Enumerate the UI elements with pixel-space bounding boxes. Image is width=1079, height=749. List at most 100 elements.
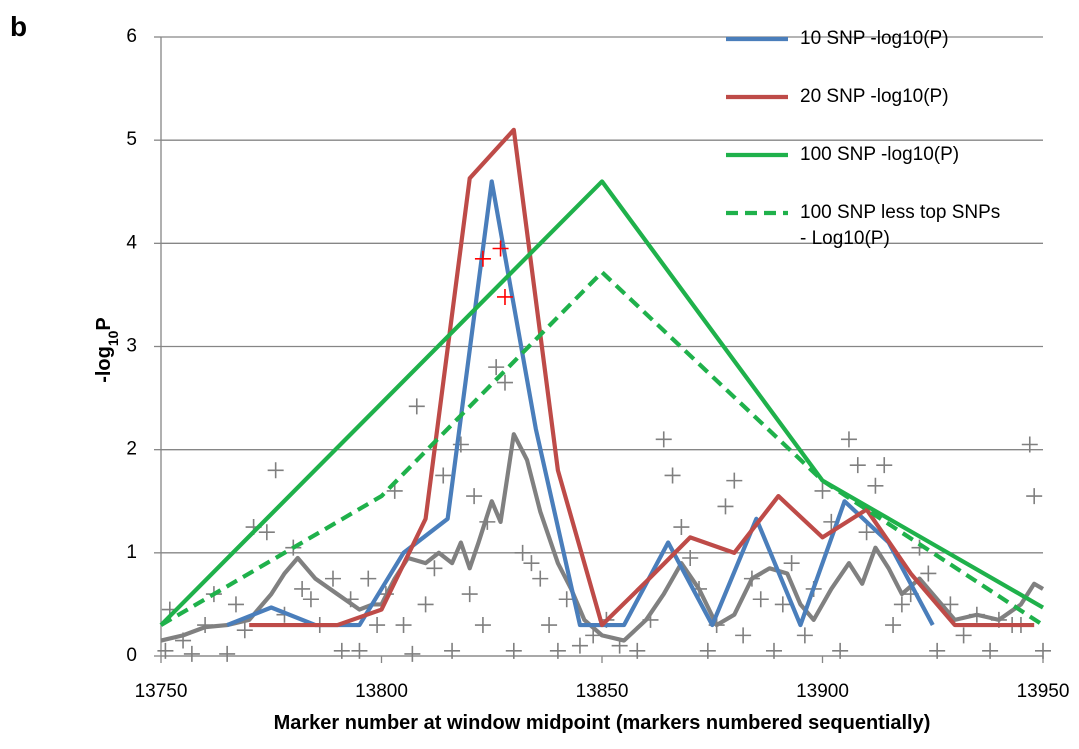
scatter-point (840, 431, 857, 448)
scatter-point (699, 642, 716, 659)
scatter-point (219, 645, 236, 662)
scatter-point (774, 596, 791, 613)
scatter-point (404, 645, 421, 662)
scatter-point (796, 627, 813, 644)
x-tick-label: 13750 (135, 681, 188, 702)
scatter-point (1026, 488, 1043, 505)
scatter-point (752, 591, 769, 608)
legend-swatch (726, 94, 788, 100)
series-line (226, 179, 935, 628)
legend-label: 100 SNP less top SNPs - Log10(P) (800, 202, 1001, 249)
scatter-point (435, 467, 452, 484)
scatter-point (673, 519, 690, 536)
scatter-point (408, 398, 425, 415)
y-axis-title-part: 10 (105, 330, 121, 346)
x-tick-label: 13900 (796, 681, 849, 702)
scatter-point (474, 250, 491, 267)
y-axis-title-part: P (93, 317, 115, 330)
scatter-point (893, 596, 910, 613)
scatter-point (783, 555, 800, 572)
series-line (160, 432, 1045, 643)
scatter-point (157, 642, 174, 659)
scatter-point (1021, 436, 1038, 453)
y-axis-title: -log10P (93, 317, 121, 383)
scatter-point (466, 488, 483, 505)
y-tick-label: 2 (126, 439, 137, 460)
scatter-point (885, 617, 902, 634)
scatter-point (532, 570, 549, 587)
legend-swatch (726, 152, 788, 158)
scatter-point (655, 431, 672, 448)
x-tick-label: 13850 (576, 681, 629, 702)
scatter-point (682, 549, 699, 566)
scatter-point (920, 565, 937, 582)
scatter-point (858, 524, 875, 541)
series-line (159, 270, 1045, 627)
scatter-point (302, 591, 319, 608)
x-tick-label: 13950 (1017, 681, 1070, 702)
scatter-point (461, 586, 478, 603)
legend-item: 20 SNP -log10(P) (724, 84, 1024, 110)
y-axis-title-part: -log (93, 346, 115, 383)
scatter-point (849, 457, 866, 474)
series-line (159, 179, 1045, 627)
x-tick-label: 13800 (355, 681, 408, 702)
scatter-point (1035, 642, 1051, 659)
legend-item: 100 SNP -log10(P) (724, 142, 1024, 168)
legend: 10 SNP -log10(P) 20 SNP -log10(P) 100 SNP … (724, 26, 1024, 284)
scatter-point (942, 596, 959, 613)
scatter-point (496, 288, 513, 305)
scatter-point (765, 642, 782, 659)
scatter-point (444, 642, 461, 659)
scatter-point (514, 544, 531, 561)
scatter-point (294, 580, 311, 597)
legend-item: 10 SNP -log10(P) (724, 26, 1024, 52)
scatter-point (571, 637, 588, 654)
scatter-point (488, 359, 505, 376)
scatter-point (333, 642, 350, 659)
scatter-point (867, 477, 884, 494)
legend-label: 20 SNP -log10(P) (800, 86, 949, 107)
series-line (249, 127, 1035, 628)
y-tick-label: 0 (126, 645, 137, 666)
scatter-point (183, 645, 200, 662)
legend-item: 100 SNP less top SNPs - Log10(P) (724, 200, 1024, 252)
scatter-point (664, 467, 681, 484)
x-axis-title: Marker number at window midpoint (marker… (274, 712, 931, 734)
scatter-point (227, 596, 244, 613)
y-tick-label: 3 (126, 336, 137, 357)
scatter-point (267, 462, 284, 479)
scatter-point (492, 240, 509, 257)
scatter-point (549, 642, 566, 659)
scatter-point (735, 627, 752, 644)
scatter-point (505, 642, 522, 659)
legend-swatch (726, 210, 788, 216)
scatter-point (629, 642, 646, 659)
y-tick-label: 6 (126, 26, 137, 47)
y-tick-label: 4 (126, 232, 137, 253)
scatter-point (351, 642, 368, 659)
scatter-point (876, 457, 893, 474)
scatter-point (955, 627, 972, 644)
scatter-point (236, 622, 253, 639)
scatter-point (360, 570, 377, 587)
scatter-point (426, 560, 443, 577)
scatter-point (417, 596, 434, 613)
scatter-point (726, 472, 743, 489)
scatter-point (929, 642, 946, 659)
scatter-point (369, 617, 386, 634)
scatter-point (324, 570, 341, 587)
scatter-point (395, 617, 412, 634)
scatter-point (523, 555, 540, 572)
y-tick-label: 1 (126, 542, 137, 563)
scatter-point (541, 617, 558, 634)
scatter-point (814, 482, 831, 499)
scatter-point (474, 617, 491, 634)
scatter-point (496, 374, 513, 391)
y-tick-label: 5 (126, 129, 137, 150)
scatter-point (258, 524, 275, 541)
scatter-point (832, 642, 849, 659)
scatter-point (717, 498, 734, 515)
